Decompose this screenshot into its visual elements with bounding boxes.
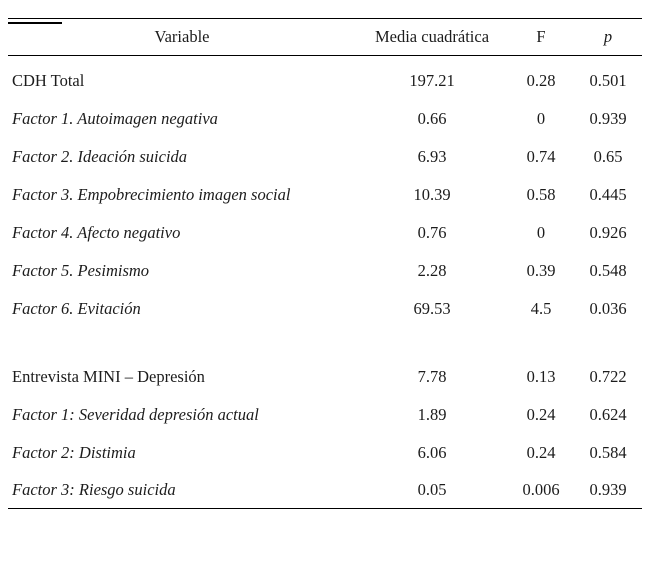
f-cell — [508, 328, 574, 358]
mean-square-cell: 69.53 — [413, 299, 451, 318]
variable-cell: Factor 4. Afecto negativo — [12, 223, 181, 242]
table-body: CDH Total 197.21 0.28 0.501 Factor 1. Au… — [8, 56, 642, 509]
column-header-p: p — [574, 18, 642, 56]
f-cell: 0.006 — [508, 472, 574, 509]
table-row: CDH Total 197.21 0.28 0.501 — [8, 56, 642, 101]
mean-square-cell: 6.93 — [417, 147, 447, 166]
mean-square-cell: 6.06 — [417, 443, 447, 462]
table-row: Factor 3. Empobrecimiento imagen social … — [8, 176, 642, 214]
column-header-mean-square: Media cuadrática — [356, 18, 508, 56]
table-row: Factor 2: Distimia 6.06 0.24 0.584 — [8, 434, 642, 472]
f-cell: 0.58 — [526, 185, 556, 204]
f-cell: 0.74 — [526, 147, 556, 166]
table-row: Factor 1. Autoimagen negativa 0.66 0 0.9… — [8, 100, 642, 138]
mean-square-cell — [356, 328, 508, 358]
table-row: Factor 1: Severidad depresión actual 1.8… — [8, 396, 642, 434]
top-left-rule — [8, 22, 62, 24]
table-row: Factor 4. Afecto negativo 0.76 0 0.926 — [8, 214, 642, 252]
variable-cell: Entrevista MINI – Depresión — [12, 367, 205, 386]
f-cell: 4.5 — [530, 299, 552, 318]
p-cell — [574, 328, 642, 358]
table-row: Factor 3: Riesgo suicida 0.05 0.006 0.93… — [8, 472, 642, 509]
variable-cell: Factor 1. Autoimagen negativa — [12, 109, 218, 128]
variable-cell: Factor 6. Evitación — [12, 299, 141, 318]
p-cell: 0.036 — [589, 299, 627, 318]
f-cell: 0 — [536, 109, 546, 128]
p-cell: 0.445 — [589, 185, 627, 204]
p-cell: 0.584 — [589, 443, 627, 462]
variable-cell: Factor 3. Empobrecimiento imagen social — [12, 185, 291, 204]
f-cell: 0.39 — [526, 261, 556, 280]
p-cell: 0.501 — [589, 71, 627, 90]
variable-cell: Factor 2. Ideación suicida — [12, 147, 188, 166]
variable-cell: Factor 2: Distimia — [12, 443, 136, 462]
table-row: Factor 6. Evitación 69.53 4.5 0.036 — [8, 290, 642, 328]
f-cell: 0.24 — [526, 405, 556, 424]
f-cell: 0.24 — [526, 443, 556, 462]
mean-square-cell: 0.05 — [356, 472, 508, 509]
anova-results-table: Variable Media cuadrática F p CDH Total … — [8, 18, 642, 509]
f-cell: 0 — [536, 223, 546, 242]
variable-cell: Factor 3: Riesgo suicida — [8, 472, 356, 509]
variable-cell: Factor 1: Severidad depresión actual — [12, 405, 259, 424]
variable-cell — [8, 328, 356, 358]
mean-square-cell: 197.21 — [409, 71, 455, 90]
p-cell: 0.926 — [589, 223, 627, 242]
mean-square-cell: 2.28 — [417, 261, 447, 280]
p-cell: 0.939 — [574, 472, 642, 509]
variable-cell: Factor 5. Pesimismo — [12, 261, 150, 280]
f-cell: 0.28 — [526, 71, 556, 90]
p-cell: 0.65 — [593, 147, 623, 166]
mean-square-cell: 0.76 — [417, 223, 447, 242]
variable-cell: CDH Total — [12, 71, 85, 90]
p-cell: 0.722 — [589, 367, 627, 386]
mean-square-cell: 7.78 — [417, 367, 447, 386]
mean-square-cell: 10.39 — [413, 185, 451, 204]
table-row: Factor 5. Pesimismo 2.28 0.39 0.548 — [8, 252, 642, 290]
column-header-variable: Variable — [8, 18, 356, 56]
header-row: Variable Media cuadrática F p — [8, 18, 642, 56]
table-header: Variable Media cuadrática F p — [8, 18, 642, 56]
p-cell: 0.939 — [589, 109, 627, 128]
f-cell: 0.13 — [526, 367, 556, 386]
mean-square-cell: 1.89 — [417, 405, 447, 424]
column-header-f: F — [508, 18, 574, 56]
p-cell: 0.624 — [589, 405, 627, 424]
p-cell: 0.548 — [589, 261, 627, 280]
mean-square-cell: 0.66 — [417, 109, 447, 128]
table-row: Factor 2. Ideación suicida 6.93 0.74 0.6… — [8, 138, 642, 176]
table-row: Entrevista MINI – Depresión 7.78 0.13 0.… — [8, 358, 642, 396]
spacer-row — [8, 328, 642, 358]
